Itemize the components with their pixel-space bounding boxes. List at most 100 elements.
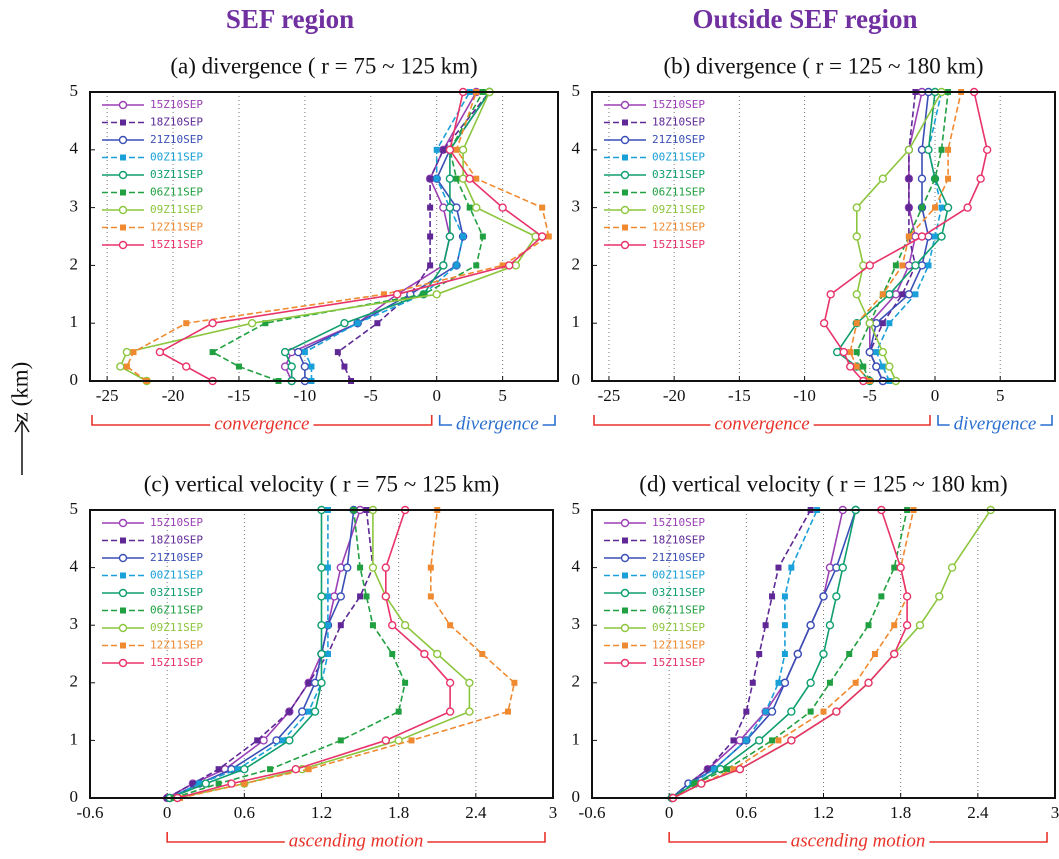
- point: [440, 146, 447, 153]
- point: [427, 262, 434, 269]
- point: [420, 649, 429, 659]
- point: [294, 347, 303, 357]
- y-tick-label: 1: [572, 312, 581, 331]
- legend-marker: [118, 553, 128, 563]
- point: [341, 363, 348, 370]
- point: [787, 736, 796, 745]
- point: [865, 261, 874, 270]
- point: [545, 233, 552, 240]
- profile-line: [177, 509, 451, 799]
- point: [427, 233, 434, 240]
- x-tick-label: 1.2: [813, 803, 834, 822]
- point: [892, 262, 899, 269]
- point: [259, 736, 268, 745]
- point: [286, 708, 293, 715]
- y-tick-label: 0: [70, 787, 79, 806]
- point: [357, 593, 364, 600]
- point: [324, 651, 331, 657]
- point: [479, 233, 486, 240]
- y-tick-label: 2: [572, 254, 581, 273]
- point: [852, 290, 861, 299]
- point: [724, 766, 731, 773]
- x-tick-label: -25: [96, 386, 119, 405]
- x-tick-label: 0.6: [736, 803, 757, 822]
- y-tick-label: 1: [572, 729, 581, 748]
- legend-label: 09Z11SEP: [652, 203, 705, 216]
- point: [240, 765, 249, 774]
- legend-marker: [120, 224, 126, 231]
- point: [122, 347, 132, 357]
- point: [878, 347, 888, 357]
- point: [820, 708, 827, 715]
- point: [754, 736, 764, 745]
- legend-marker: [118, 100, 128, 110]
- chart-title: (a) divergence ( r = 75 ~ 125 km): [170, 53, 477, 78]
- x-tick-label: -25: [598, 386, 621, 405]
- legend-marker: [620, 170, 630, 180]
- x-tick-label: 1.8: [890, 803, 911, 822]
- point: [775, 679, 782, 686]
- x-tick-label: 0: [432, 386, 441, 405]
- point: [247, 319, 257, 328]
- legend-marker: [620, 553, 630, 563]
- point: [291, 765, 300, 774]
- point: [465, 707, 474, 716]
- point: [915, 621, 925, 630]
- legend-label: 21Z10SEP: [652, 133, 705, 146]
- legend-label: 09Z11SEP: [150, 621, 203, 634]
- point: [465, 678, 474, 687]
- point: [234, 766, 241, 773]
- point: [947, 563, 957, 572]
- point: [201, 779, 210, 788]
- point: [334, 349, 341, 356]
- point: [904, 145, 914, 155]
- profile-line: [671, 509, 818, 799]
- x-tick-label: 0: [163, 803, 172, 822]
- point: [793, 649, 802, 659]
- legend-marker: [118, 170, 128, 180]
- legend-label: 03Z11SEP: [150, 586, 203, 599]
- point: [392, 290, 402, 299]
- point: [305, 679, 312, 686]
- y-tick-label: 1: [70, 729, 79, 748]
- annotation: convergence: [714, 413, 809, 434]
- point: [298, 707, 307, 716]
- point: [458, 145, 468, 155]
- point: [381, 736, 391, 745]
- x-tick-label: 1.8: [388, 803, 409, 822]
- legend-label: 00Z11SEP: [150, 151, 203, 164]
- y-tick-label: 0: [70, 370, 79, 389]
- legend-label: 15Z11SEP: [150, 238, 203, 251]
- y-tick-label: 0: [572, 370, 581, 389]
- legend-label: 12Z11SEP: [652, 221, 705, 234]
- point: [943, 203, 953, 212]
- annotation-bg: [949, 415, 1041, 435]
- point: [743, 708, 750, 715]
- plot-frame: [591, 91, 1056, 382]
- legend-label: 12Z11SEP: [652, 639, 705, 652]
- point: [324, 622, 331, 629]
- y-tick-label: 3: [70, 197, 79, 216]
- point: [937, 232, 946, 241]
- point: [460, 233, 467, 240]
- x-tick-label: -0.6: [77, 803, 104, 822]
- profile-line: [671, 509, 908, 799]
- point: [904, 290, 914, 299]
- legend-marker: [120, 189, 126, 196]
- point: [891, 564, 898, 571]
- point: [918, 204, 925, 211]
- point: [466, 204, 473, 211]
- chart-title: (d) vertical velocity ( r = 125 ~ 180 km…: [639, 471, 1007, 496]
- legend-label: 18Z10SEP: [150, 116, 203, 129]
- annotation-bg: [210, 415, 314, 435]
- annotation: ascending motion: [289, 830, 424, 851]
- legend-marker: [620, 100, 630, 110]
- point: [504, 708, 511, 715]
- point: [479, 651, 486, 657]
- series-group: [819, 87, 992, 386]
- point: [905, 233, 912, 240]
- point: [317, 649, 326, 659]
- legend-label: 00Z11SEP: [652, 569, 705, 582]
- point: [337, 622, 344, 629]
- point: [432, 290, 441, 299]
